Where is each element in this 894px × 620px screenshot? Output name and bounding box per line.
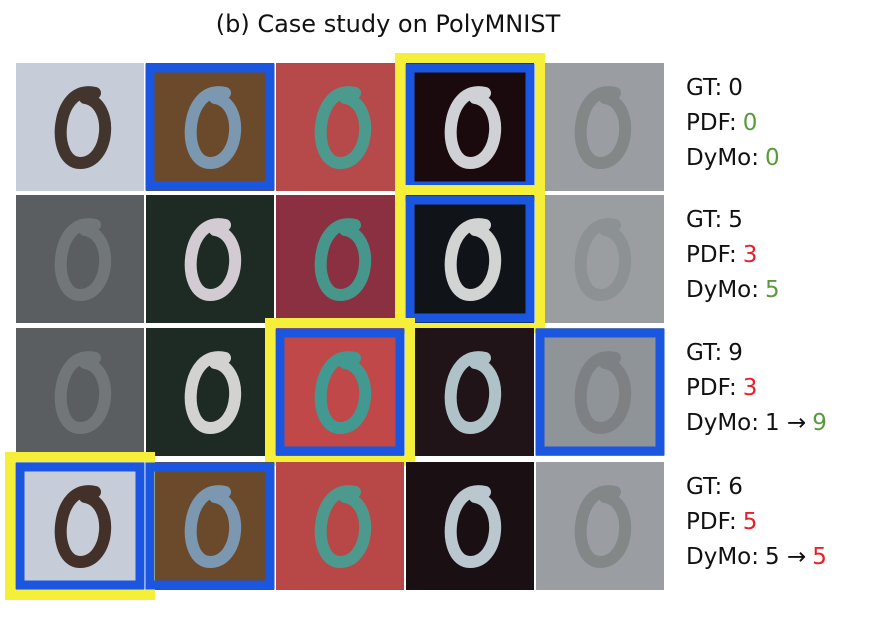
image-cell — [16, 462, 144, 590]
annotation-value: 9 — [812, 410, 827, 436]
digit-stroke — [184, 351, 242, 435]
image-cell — [16, 63, 144, 191]
annotation-label: GT: — [686, 75, 723, 101]
annotation-label: DyMo: — [686, 544, 759, 570]
image-cell — [406, 462, 534, 590]
annotation-value: 0 — [728, 75, 743, 101]
annotation-label: DyMo: — [686, 410, 759, 436]
annotation-label: DyMo: — [686, 277, 759, 303]
image-cell — [536, 195, 664, 323]
digit-stroke — [314, 218, 372, 302]
digit-stroke — [314, 485, 372, 569]
annotation-line: DyMo: 1 → 9 — [686, 410, 833, 436]
digit-stroke — [54, 86, 112, 170]
image-cell — [146, 462, 274, 590]
highlight-blue — [145, 63, 275, 191]
digit-stroke — [444, 86, 502, 170]
annotation-label: PDF: — [686, 509, 737, 535]
figure-title: (b) Case study on PolyMNIST — [215, 10, 561, 38]
annotation-line: DyMo: 0 — [686, 145, 786, 171]
annotation-value: 5 — [742, 509, 758, 535]
annotation-label: GT: — [686, 207, 723, 233]
annotation-value: 6 — [728, 474, 743, 500]
annotation-label: PDF: — [686, 375, 737, 401]
annotation-line: GT: 9 — [686, 340, 749, 366]
annotation-line: PDF: 5 — [686, 509, 763, 535]
image-cell — [276, 63, 404, 191]
annotation-line: DyMo: 5 → 5 — [686, 544, 833, 570]
image-cell — [16, 195, 144, 323]
image-cell — [536, 63, 664, 191]
digit-stroke — [444, 485, 502, 569]
digit-stroke — [184, 218, 242, 302]
highlight-blue — [275, 328, 405, 456]
annotation-label: PDF: — [686, 110, 737, 136]
annotation-label: PDF: — [686, 242, 737, 268]
annotation-value: 0 — [742, 110, 758, 136]
image-cell — [276, 328, 404, 456]
digit-stroke — [54, 485, 112, 569]
highlight-blue — [535, 328, 665, 456]
highlight-blue — [405, 195, 535, 323]
annotation-prefix: 5 → — [765, 544, 807, 570]
highlight-blue — [145, 462, 275, 590]
image-cell — [146, 63, 274, 191]
digit-stroke — [54, 351, 112, 435]
annotation-prefix: 1 → — [765, 410, 807, 436]
digit-stroke — [574, 351, 632, 435]
digit-stroke — [574, 218, 632, 302]
annotation-value: 3 — [742, 242, 758, 268]
image-cell — [276, 462, 404, 590]
highlight-blue — [15, 462, 145, 590]
image-cell — [406, 63, 534, 191]
digit-stroke — [54, 218, 112, 302]
annotation-line: DyMo: 5 — [686, 277, 786, 303]
annotation-line: GT: 5 — [686, 207, 749, 233]
digit-stroke — [184, 485, 242, 569]
annotation-line: PDF: 3 — [686, 375, 763, 401]
image-cell — [406, 328, 534, 456]
annotation-line: GT: 0 — [686, 75, 749, 101]
digit-stroke — [314, 351, 372, 435]
annotation-value: 0 — [765, 145, 780, 171]
annotation-line: PDF: 0 — [686, 110, 763, 136]
image-cell — [536, 328, 664, 456]
annotation-line: GT: 6 — [686, 474, 749, 500]
image-cell — [406, 195, 534, 323]
annotation-value: 5 — [728, 207, 743, 233]
image-cell — [536, 462, 664, 590]
digit-stroke — [574, 86, 632, 170]
highlight-yellow — [265, 318, 415, 466]
digit-stroke — [444, 351, 502, 435]
annotation-label: GT: — [686, 474, 723, 500]
image-cell — [276, 195, 404, 323]
digit-stroke — [314, 86, 372, 170]
annotation-label: DyMo: — [686, 145, 759, 171]
annotation-line: PDF: 3 — [686, 242, 763, 268]
annotation-label: GT: — [686, 340, 723, 366]
digit-stroke — [444, 218, 502, 302]
digit-stroke — [574, 485, 632, 569]
annotation-value: 5 — [765, 277, 780, 303]
image-cell — [146, 195, 274, 323]
annotation-value: 9 — [728, 340, 743, 366]
annotation-value: 3 — [742, 375, 758, 401]
image-cell — [16, 328, 144, 456]
annotation-value: 5 — [812, 544, 827, 570]
image-cell — [146, 328, 274, 456]
digit-stroke — [184, 86, 242, 170]
